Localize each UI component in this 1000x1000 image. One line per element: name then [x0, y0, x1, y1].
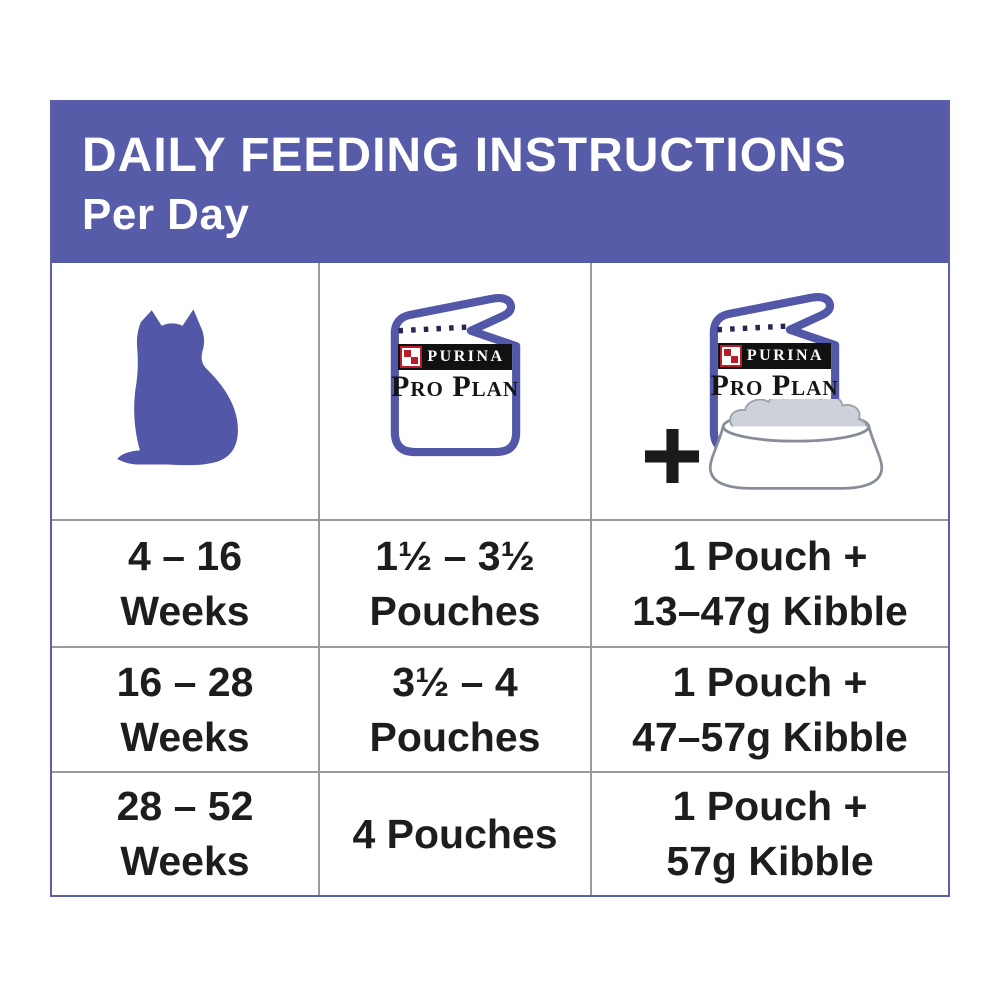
combo-kibble: 57g Kibble	[666, 838, 874, 884]
pouch-amount: 1½ – 3½	[375, 532, 535, 579]
purina-wordmark: PURINA	[746, 347, 825, 364]
page-subtitle: Per Day	[82, 189, 250, 239]
pouch-outline-icon	[390, 294, 520, 457]
age-unit: Weeks	[120, 838, 250, 884]
pouch-amount: 3½ – 4	[392, 658, 518, 705]
pro-plan-logo: PURINA Pro Plan	[699, 343, 850, 402]
age-cell-row3: 28 – 52 Weeks	[52, 771, 320, 895]
column-header-pouch: PURINA Pro Plan	[320, 263, 592, 519]
combo-cell-row3: 1 Pouch + 57g Kibble	[592, 771, 948, 895]
column-header-pouch-plus-kibble: PURINA Pro Plan	[592, 263, 948, 519]
combo-cell-row1: 1 Pouch + 13–47g Kibble	[592, 519, 948, 646]
feeding-table: DAILY FEEDING INSTRUCTIONS Per Day	[50, 100, 950, 897]
pouch-icon: PURINA Pro Plan	[380, 290, 531, 462]
pouch-amount: 4 Pouches	[352, 810, 558, 857]
pouch-unit: Pouches	[369, 587, 541, 634]
pouches-cell-row2: 3½ – 4 Pouches	[320, 646, 592, 771]
age-cell-row2: 16 – 28 Weeks	[52, 646, 320, 771]
pouches-cell-row1: 1½ – 3½ Pouches	[320, 519, 592, 646]
pouch-unit: Pouches	[369, 713, 541, 760]
combo-pouch: 1 Pouch +	[672, 783, 868, 830]
pouches-cell-row3: 4 Pouches	[320, 771, 592, 895]
column-header-cat	[52, 263, 320, 519]
pro-plan-wordmark: Pro Plan	[391, 370, 519, 403]
purina-checkerboard-icon	[719, 345, 742, 367]
combo-pouch: 1 Pouch +	[672, 658, 868, 705]
cat-icon	[117, 309, 238, 466]
age-cell-row1: 4 – 16 Weeks	[52, 519, 320, 646]
purina-checkerboard-icon	[400, 346, 423, 368]
pro-plan-logo: PURINA Pro Plan	[380, 344, 531, 403]
age-unit: Weeks	[120, 587, 250, 634]
purina-wordmark: PURINA	[427, 348, 505, 365]
pro-plan-wordmark: Pro Plan	[710, 369, 839, 402]
combo-kibble: 13–47g Kibble	[632, 587, 908, 634]
pouch-plus-bowl-icon: PURINA Pro Plan	[592, 263, 948, 519]
age-range: 4 – 16	[128, 532, 242, 579]
page-title: DAILY FEEDING INSTRUCTIONS	[82, 129, 847, 182]
age-range: 28 – 52	[116, 783, 254, 830]
plus-icon	[645, 429, 699, 483]
age-range: 16 – 28	[116, 658, 254, 705]
kibble-bowl-icon	[708, 399, 884, 490]
combo-cell-row2: 1 Pouch + 47–57g Kibble	[592, 646, 948, 771]
age-unit: Weeks	[120, 713, 250, 760]
combo-pouch: 1 Pouch +	[672, 532, 868, 579]
combo-kibble: 47–57g Kibble	[632, 713, 908, 760]
feeding-grid: PURINA Pro Plan	[52, 263, 948, 895]
table-header: DAILY FEEDING INSTRUCTIONS Per Day	[52, 102, 948, 263]
